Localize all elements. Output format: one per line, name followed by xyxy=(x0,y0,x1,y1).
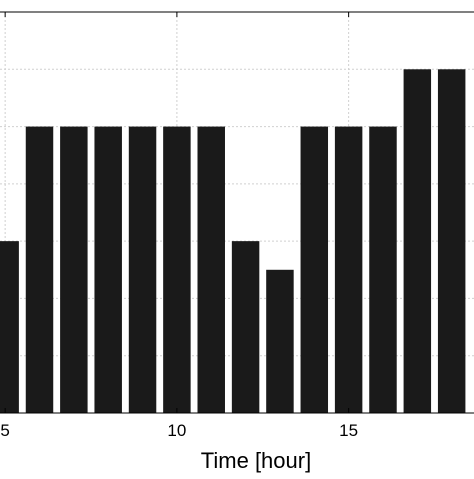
bar xyxy=(163,126,191,414)
x-tick-label: 5 xyxy=(0,421,9,440)
bar xyxy=(334,126,363,414)
bar xyxy=(231,241,260,413)
bar xyxy=(94,126,122,414)
bar xyxy=(437,69,466,414)
bar xyxy=(128,126,157,414)
bar xyxy=(197,126,225,414)
bar xyxy=(403,69,432,414)
bar xyxy=(60,126,88,414)
bar-layer xyxy=(0,69,466,414)
bar xyxy=(369,126,397,414)
bar xyxy=(0,241,19,413)
axis-layer: 5 10 15 xyxy=(0,11,474,440)
x-tick-label: 10 xyxy=(167,421,186,440)
x-axis-label: Time [hour] xyxy=(201,448,311,473)
bar xyxy=(266,269,294,413)
bar xyxy=(300,126,329,414)
x-tick-label: 15 xyxy=(339,421,358,440)
bar xyxy=(25,126,54,414)
